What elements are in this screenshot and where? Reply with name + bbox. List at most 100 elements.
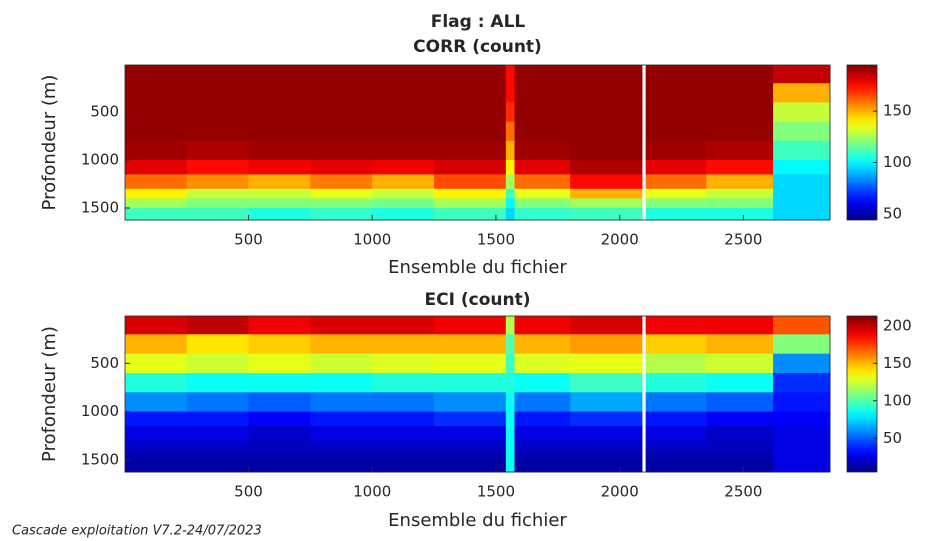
heatmap-cell [773, 334, 831, 355]
heatmap-cell [434, 334, 507, 355]
heatmap-cell [570, 198, 643, 209]
heatmap-cell [514, 121, 571, 142]
heatmap-cell [645, 174, 707, 190]
heatmap-cell [514, 440, 571, 451]
heatmap-cell [125, 392, 188, 413]
heatmap-cell [186, 83, 249, 103]
x-tick-label: 500 [234, 231, 263, 249]
heatmap-cell [773, 426, 831, 442]
plot-frame [124, 315, 831, 473]
heatmap-cell [570, 392, 643, 413]
heatmap-cell [248, 316, 311, 335]
heatmap-cell [186, 188, 249, 199]
heatmap-cell [434, 392, 507, 413]
y-axis-label: Profondeur (m) [39, 326, 60, 462]
heatmap-cell [570, 83, 643, 103]
heatmap-cell [186, 334, 249, 355]
colorbar-tick-label: 150 [883, 102, 912, 120]
heatmap-cell [186, 392, 249, 413]
heatmap-cell [186, 102, 249, 123]
colorbar [846, 315, 878, 473]
heatmap-cell [125, 174, 188, 190]
chart-title: ECI (count) [425, 290, 531, 310]
heatmap-cell [248, 450, 311, 461]
heatmap-cell [186, 174, 249, 190]
heatmap-cell [372, 198, 435, 209]
heatmap-cell [570, 411, 643, 427]
heatmap-cell [645, 65, 707, 84]
heatmap-cell [186, 426, 249, 442]
y-tick-label: 1500 [81, 450, 119, 468]
y-tick-label: 500 [90, 354, 119, 372]
heatmap-cell [248, 440, 311, 451]
y-tick-label: 500 [90, 103, 119, 121]
heatmap-cell [310, 140, 373, 161]
heatmap-cell [706, 160, 774, 175]
heatmap-cell [645, 426, 707, 442]
heatmap-cell [125, 372, 188, 393]
heatmap-cell [372, 411, 435, 427]
heatmap-cell [434, 426, 507, 442]
heatmap-cell [434, 188, 507, 199]
heatmap-cell [310, 316, 373, 335]
heatmap-cell [645, 208, 707, 221]
heatmap-cell [514, 208, 571, 221]
heatmap-cell [570, 459, 643, 473]
heatmap-cell [248, 459, 311, 473]
heatmap-cell [372, 160, 435, 175]
heatmap-cell [310, 450, 373, 461]
heatmap-cell [434, 65, 507, 84]
heatmap-cell [372, 372, 435, 393]
heatmap-cell [706, 83, 774, 103]
heatmap-cell [310, 65, 373, 84]
heatmap-cell [372, 426, 435, 442]
heatmap-cell [125, 459, 188, 473]
heatmap-cell [570, 334, 643, 355]
heatmap-cell [186, 353, 249, 374]
heatmap-cell [645, 316, 707, 335]
heatmap-cell [706, 411, 774, 427]
colorbar-tick-label: 50 [883, 204, 902, 222]
heatmap-cell [505, 316, 515, 335]
heatmap-cell [125, 426, 188, 442]
colorbar-tick-label: 100 [883, 391, 912, 409]
heatmap-cell [505, 102, 515, 123]
heatmap-cell [773, 174, 831, 190]
y-tick-label: 1500 [81, 199, 119, 217]
y-axis-label: Profondeur (m) [39, 75, 60, 211]
heatmap-cell [773, 459, 831, 473]
heatmap-cell [372, 140, 435, 161]
heatmap-cell [248, 102, 311, 123]
heatmap-cell [434, 208, 507, 221]
heatmap-cell [645, 392, 707, 413]
heatmap-cell [310, 208, 373, 221]
heatmap-cell [706, 450, 774, 461]
heatmap-cell [248, 188, 311, 199]
heatmap-cell [773, 102, 831, 123]
heatmap-cell [773, 450, 831, 461]
heatmap-cell [372, 174, 435, 190]
heatmap-cell [514, 65, 571, 84]
heatmap-cell [248, 426, 311, 442]
heatmap-cell [125, 102, 188, 123]
heatmap-cell [570, 188, 643, 199]
heatmap-cell [186, 372, 249, 393]
heatmap-cell [125, 140, 188, 161]
heatmap-cell [505, 198, 515, 209]
heatmap-cell [514, 426, 571, 442]
heatmap-cell [773, 121, 831, 142]
heatmap-cell [706, 316, 774, 335]
heatmap-cell [248, 392, 311, 413]
heatmap-cell [645, 140, 707, 161]
colorbar-tick-label: 150 [883, 354, 912, 372]
heatmap-cell [248, 334, 311, 355]
heatmap-cell [505, 426, 515, 442]
heatmap-cell [372, 450, 435, 461]
y-tick-label: 1000 [81, 151, 119, 169]
heatmap-cell [505, 334, 515, 355]
heatmap-cell [706, 140, 774, 161]
heatmap-cell [505, 160, 515, 175]
heatmap-cell [372, 459, 435, 473]
heatmap-cell [372, 440, 435, 451]
heatmap-cell [505, 140, 515, 161]
